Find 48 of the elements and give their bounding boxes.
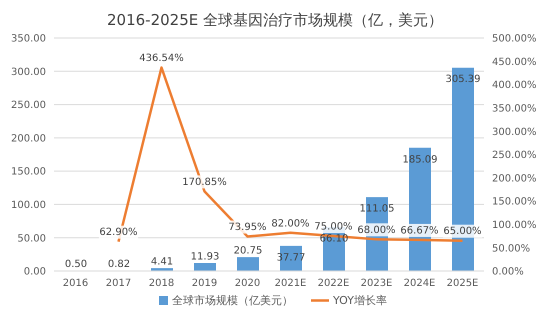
x-tick-label: 2017 — [106, 278, 132, 290]
y-tick-label: 300.00 — [11, 66, 46, 78]
y2-tick-label: 400.00% — [492, 80, 536, 92]
y2-tick-label: 250.00% — [492, 150, 536, 162]
data-label: 68.00% — [357, 224, 396, 236]
y-tick-label: 0.00 — [24, 266, 46, 278]
x-tick-label: 2021E — [274, 278, 306, 290]
y2-tick-label: 0.00% — [492, 266, 524, 278]
chart-title: 2016-2025E 全球基因治疗市场规模（亿，美元） — [106, 10, 444, 31]
data-label: 4.41 — [150, 256, 174, 268]
y2-tick-label: 50.00% — [492, 243, 530, 254]
y-tick-label: 350.00 — [11, 34, 46, 45]
y-tick-label: 200.00 — [11, 133, 46, 144]
y2-tick-label: 500.00% — [492, 34, 536, 45]
x-tick-label: 2022E — [318, 278, 350, 290]
y2-tick-label: 300.00% — [492, 126, 536, 138]
x-tick-label: 2025E — [446, 278, 478, 290]
x-tick-label: 2024E — [404, 278, 436, 290]
bar — [194, 263, 216, 271]
x-tick-label: 2019 — [192, 278, 218, 290]
data-label: 436.54% — [139, 53, 184, 64]
data-label: 0.50 — [64, 259, 88, 270]
y-tick-label: 150.00 — [11, 166, 46, 178]
x-tick-label: 2023E — [360, 278, 392, 290]
data-label: 66.67% — [400, 225, 439, 236]
bar — [237, 257, 259, 271]
y2-tick-label: 450.00% — [492, 56, 536, 68]
data-label: 11.93 — [190, 252, 220, 263]
y2-tick-label: 200.00% — [492, 173, 536, 184]
x-tick-label: 2016 — [62, 278, 88, 290]
data-label: 75.00% — [314, 222, 353, 233]
data-label: 65.00% — [443, 226, 482, 238]
data-label: 82.00% — [271, 218, 310, 230]
x-tick-label: 2018 — [148, 278, 174, 290]
data-label: 170.85% — [182, 176, 227, 188]
y2-tick-label: 150.00% — [492, 196, 536, 208]
x-tick-label: 2020 — [234, 278, 260, 290]
y-tick-label: 50.00 — [17, 233, 46, 244]
data-label: 20.75 — [234, 246, 262, 257]
data-label: 0.82 — [108, 258, 130, 270]
legend-label: YOY增长率 — [332, 293, 387, 308]
y-tick-label: 250.00 — [11, 100, 46, 112]
data-label: 73.95% — [228, 222, 267, 234]
legend-label: 全球市场规模（亿美元） — [171, 293, 294, 308]
y-tick-label: 100.00 — [11, 200, 46, 211]
data-label: 62.90% — [99, 227, 138, 238]
y2-tick-label: 100.00% — [492, 220, 536, 231]
y2-tick-label: 350.00% — [492, 103, 536, 114]
